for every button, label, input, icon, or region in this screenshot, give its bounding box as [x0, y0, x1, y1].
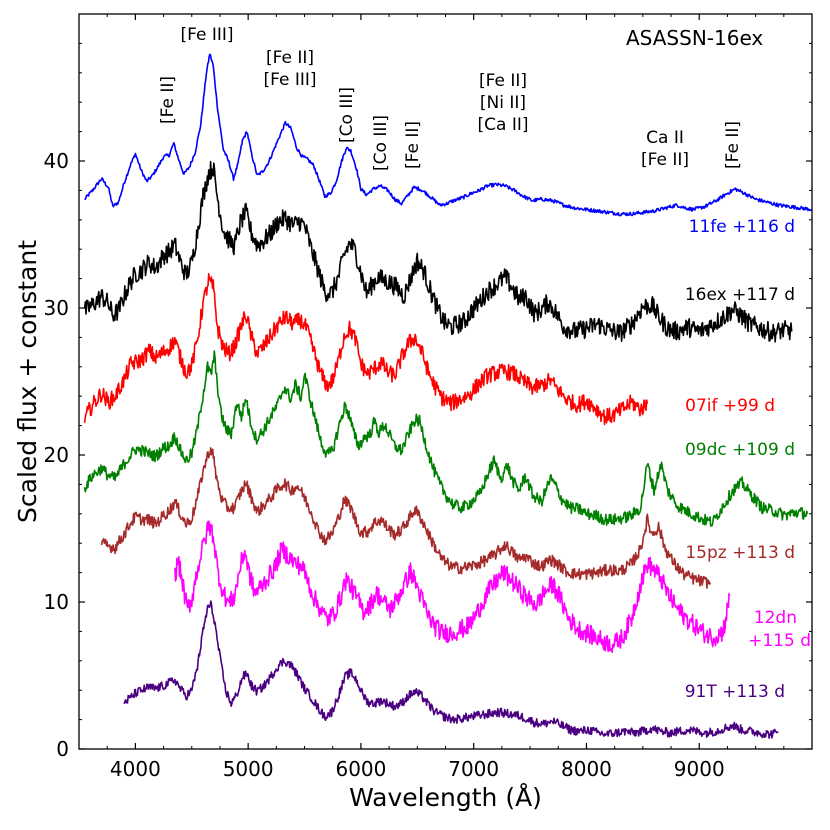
series-line-3	[83, 350, 809, 527]
x-tick-label: 9000	[674, 757, 725, 781]
x-axis-title: Wavelength (Å)	[349, 783, 542, 812]
line-label: [Fe II]	[158, 76, 178, 124]
line-label: [Fe II]	[266, 48, 314, 68]
series-label: 07if +99 d	[685, 396, 775, 416]
line-label: [Fe III]	[180, 25, 233, 45]
series-line-1	[83, 160, 793, 343]
series-line-2	[83, 273, 649, 426]
series-line-4	[100, 447, 712, 589]
chart-title: ASASSN-16ex	[626, 26, 763, 50]
line-label: [Ca II]	[478, 115, 529, 135]
series-line-5	[174, 520, 731, 653]
line-label: [Fe II]	[479, 71, 527, 91]
line-label: [Fe II]	[723, 121, 743, 169]
x-tick-label: 8000	[561, 757, 612, 781]
series-label-line2: +115 d	[748, 631, 811, 651]
x-tick-label: 6000	[335, 757, 386, 781]
x-tick-label: 5000	[223, 757, 274, 781]
line-label: [Co III]	[337, 87, 357, 143]
x-tick-label: 4000	[110, 757, 161, 781]
y-axis-title: Scaled flux + constant	[13, 240, 42, 523]
series-label: 12dn	[754, 608, 797, 628]
series-line-6	[123, 600, 779, 739]
y-tick-label: 10	[44, 590, 69, 614]
line-label: [Fe II]	[641, 150, 689, 170]
series-label: 91T +113 d	[685, 682, 785, 702]
y-tick-label: 40	[44, 149, 69, 173]
axis-ticks: 4000 5000 6000 7000 8000 9000 0 10 20 30 40	[44, 14, 812, 781]
series-label: 15pz +113 d	[685, 543, 795, 563]
y-tick-label: 30	[44, 296, 69, 320]
line-label: [Co III]	[371, 115, 391, 171]
line-label: [Fe II]	[403, 121, 423, 169]
series-label: 09dc +109 d	[685, 440, 795, 460]
y-tick-label: 20	[44, 443, 69, 467]
line-label: [Fe III]	[263, 70, 316, 90]
series-line-0	[84, 53, 813, 217]
plot-lines	[83, 53, 813, 739]
line-annotations: [Fe III][Fe II][Fe II][Fe III][Co III][C…	[158, 25, 743, 171]
line-label: [Ni II]	[480, 93, 526, 113]
series-labels: 11fe +116 d 16ex +117 d 07if +99 d 09dc +10…	[685, 217, 811, 702]
y-tick-label: 0	[56, 737, 69, 761]
line-label: Ca II	[646, 128, 684, 148]
series-label: 16ex +117 d	[685, 285, 795, 305]
series-label: 11fe +116 d	[689, 217, 795, 237]
x-tick-label: 7000	[448, 757, 499, 781]
